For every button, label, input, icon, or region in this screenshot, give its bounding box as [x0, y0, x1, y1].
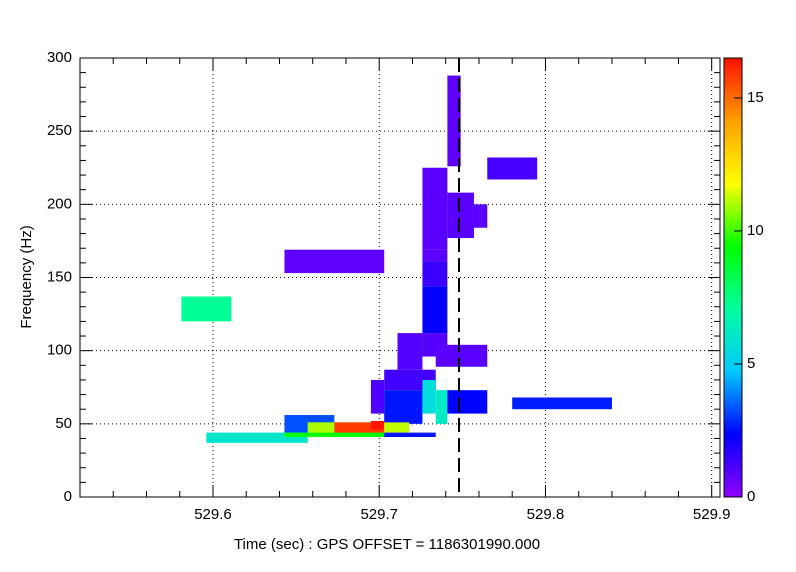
x-tick-label: 529.8 — [527, 506, 565, 523]
tile — [206, 432, 308, 443]
tile — [334, 422, 385, 433]
tile — [284, 249, 385, 274]
y-tick-label: 300 — [47, 49, 72, 66]
tile — [422, 286, 448, 334]
tile — [422, 167, 448, 250]
x-axis-label: Time (sec) : GPS OFFSET = 1186301990.000 — [234, 536, 540, 553]
tile — [384, 390, 423, 424]
tile — [422, 261, 448, 287]
z-tick-label: 10 — [747, 222, 764, 239]
tile — [397, 333, 423, 370]
tile — [435, 344, 488, 367]
tile — [473, 204, 488, 228]
x-tick-label: 529.7 — [360, 506, 398, 523]
tile — [447, 75, 461, 167]
z-tick-label: 5 — [747, 355, 755, 372]
tile — [384, 422, 410, 433]
tile — [435, 390, 448, 424]
y-tick-label: 250 — [47, 122, 72, 139]
y-tick-label: 150 — [47, 268, 72, 285]
tile — [284, 432, 308, 438]
tile — [422, 379, 436, 414]
tile — [447, 192, 474, 238]
colorbar — [723, 57, 743, 498]
tile — [487, 157, 538, 180]
tile — [370, 379, 385, 414]
tile — [422, 249, 448, 262]
tile — [447, 390, 488, 414]
z-tick-label: 15 — [747, 89, 764, 106]
tile — [370, 420, 385, 430]
x-tick-label: 529.9 — [693, 506, 731, 523]
z-tick-label: 0 — [747, 488, 755, 505]
y-tick-label: 200 — [47, 195, 72, 212]
y-tick-label: 100 — [47, 342, 72, 359]
y-tick-label: 0 — [64, 488, 72, 505]
y-axis-label: Frequency (Hz) — [18, 225, 35, 328]
tile — [181, 296, 232, 322]
tile — [307, 422, 335, 433]
y-tick-label: 50 — [55, 415, 72, 432]
tile — [512, 397, 612, 410]
tile — [384, 432, 436, 438]
x-tick-label: 529.6 — [194, 506, 232, 523]
